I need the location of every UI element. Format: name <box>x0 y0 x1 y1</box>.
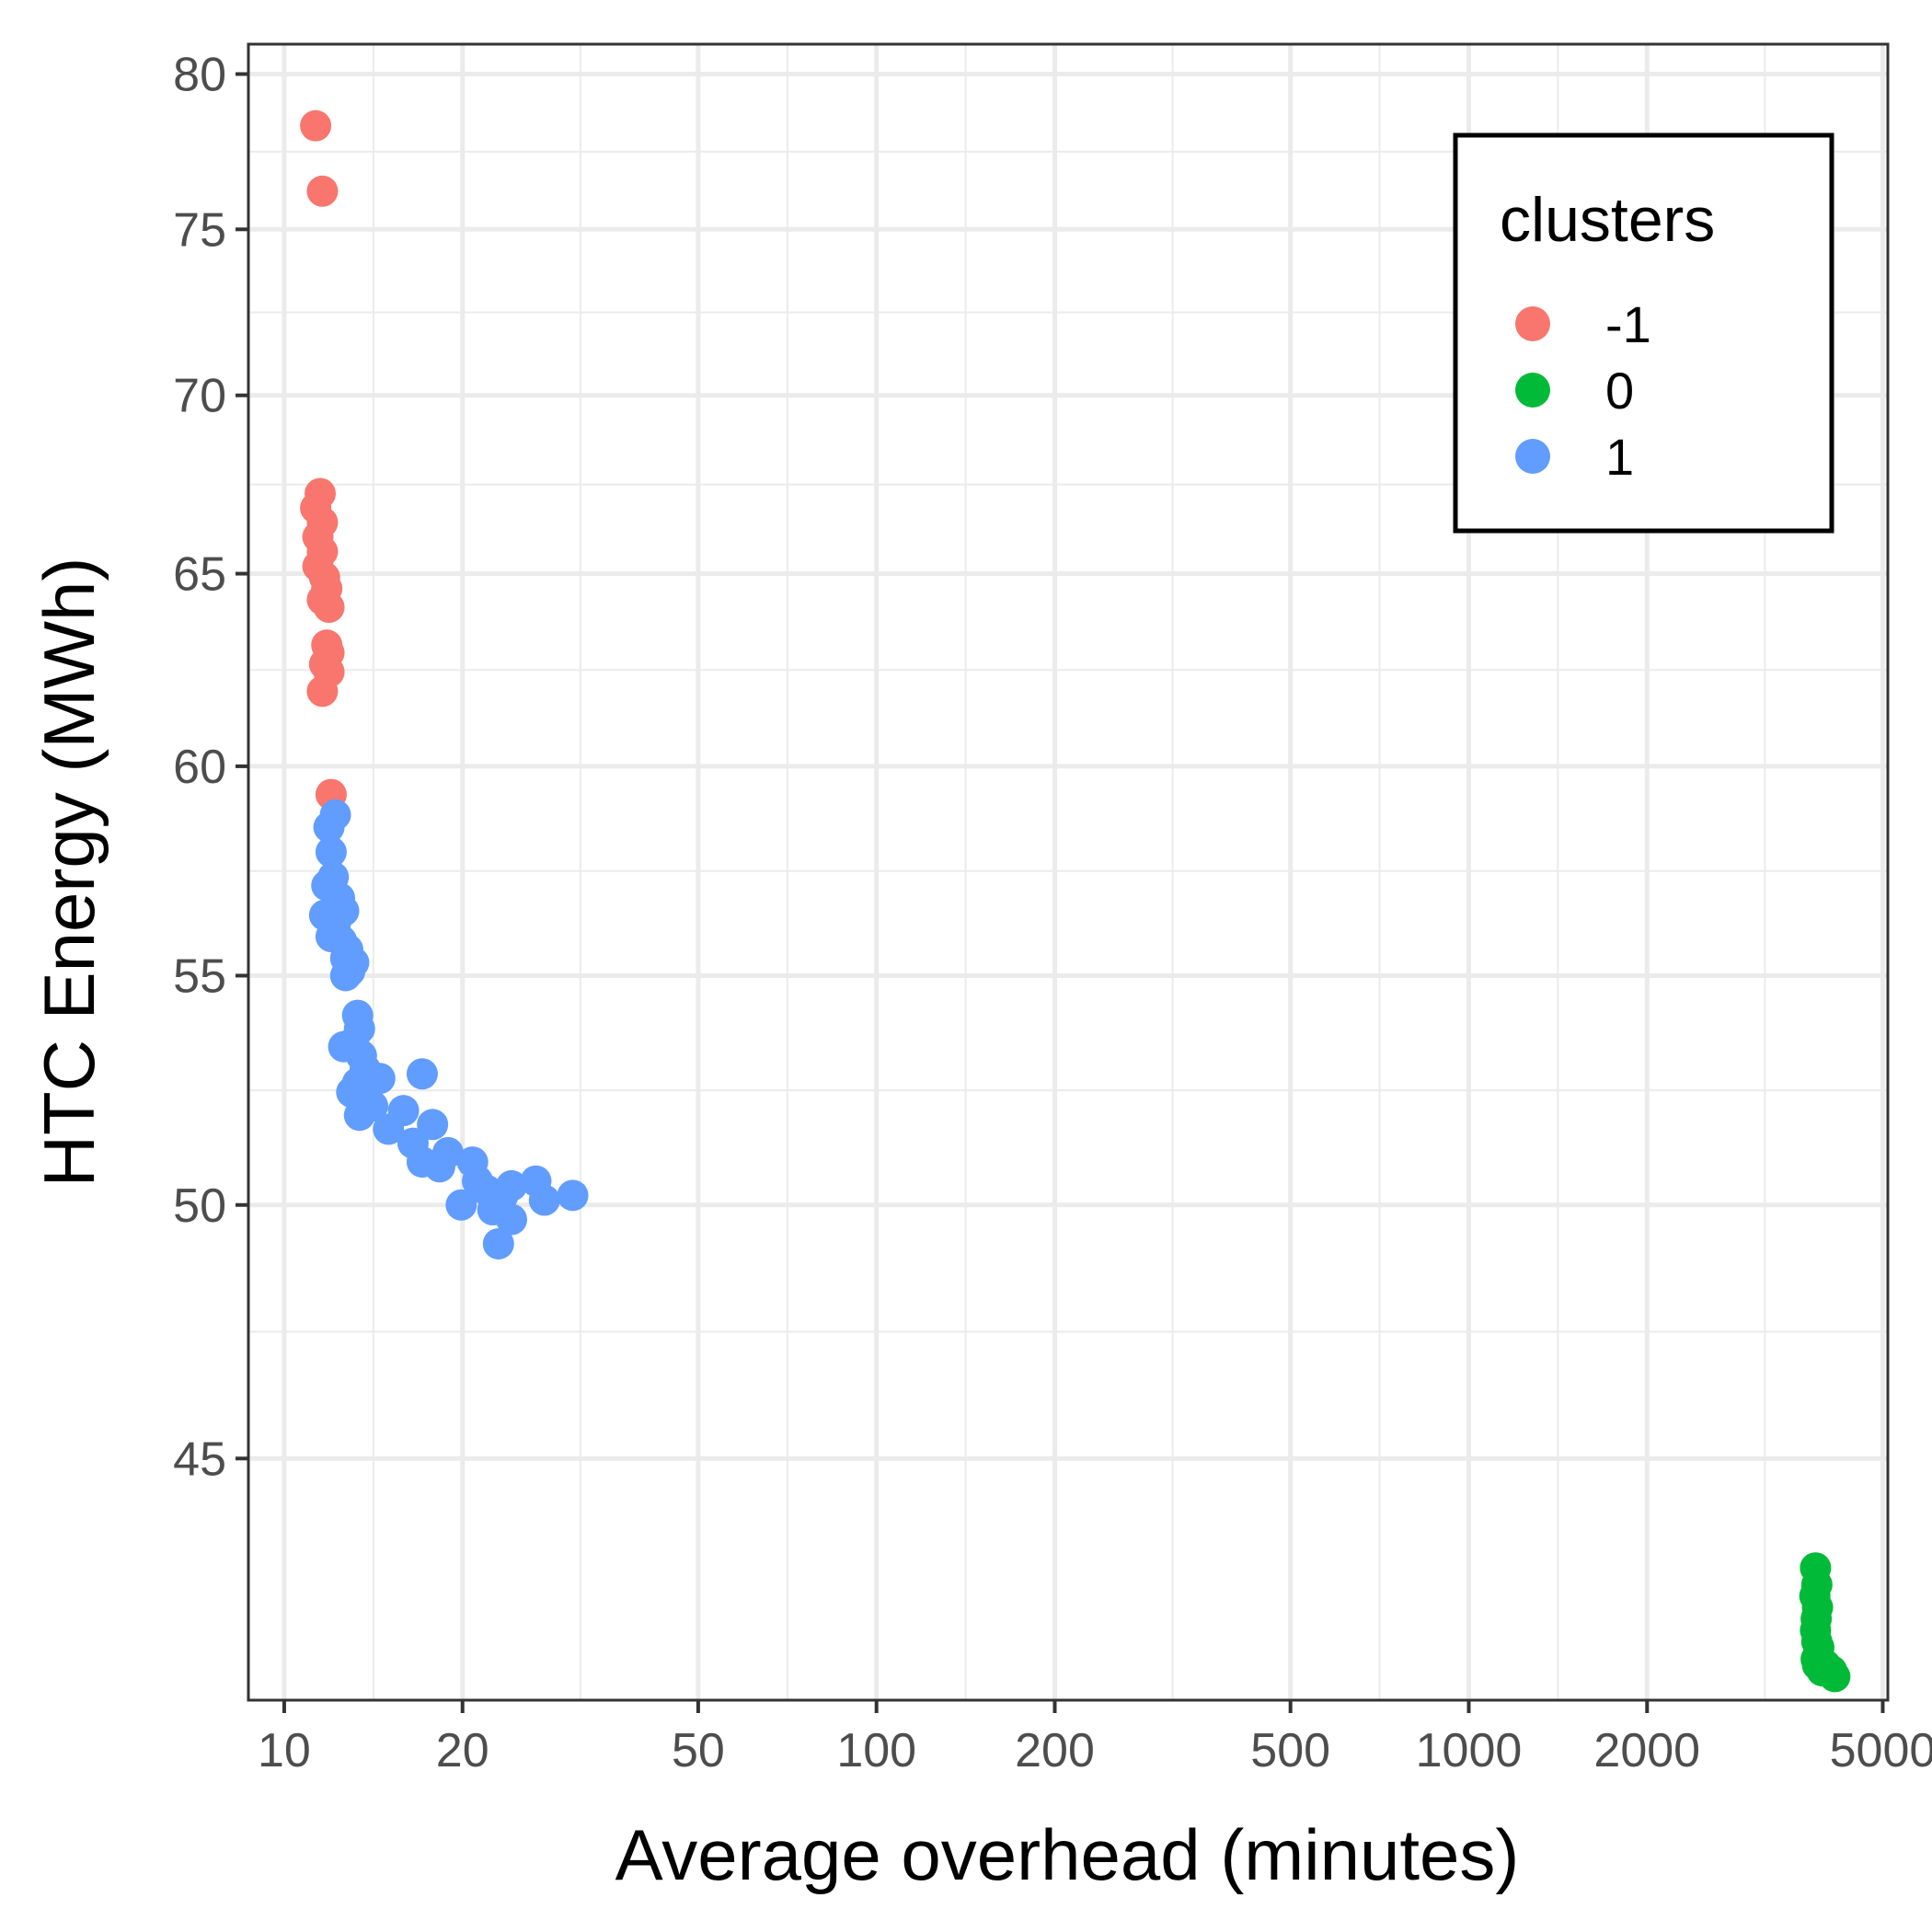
y-tick-label: 50 <box>173 1179 226 1233</box>
data-point <box>306 675 339 707</box>
data-point <box>306 175 339 207</box>
data-point <box>1819 1661 1851 1693</box>
legend-items: -1 0 1 <box>1515 295 1651 486</box>
data-point <box>329 960 362 992</box>
data-point <box>445 1189 477 1221</box>
legend-key <box>1515 306 1550 341</box>
data-point <box>315 836 347 868</box>
x-tick-label: 500 <box>1250 1724 1330 1777</box>
data-point <box>482 1227 514 1259</box>
legend-title: clusters <box>1500 185 1715 255</box>
data-point <box>313 811 345 844</box>
legend-key <box>1515 373 1550 408</box>
x-tick-label: 10 <box>258 1724 311 1777</box>
data-points <box>300 109 1851 1693</box>
legend-label: -1 <box>1605 295 1651 353</box>
data-point <box>431 1136 464 1168</box>
y-tick-label: 80 <box>173 48 226 101</box>
y-tick-label: 55 <box>173 949 226 1003</box>
data-point <box>406 1058 438 1090</box>
x-tick-label: 50 <box>672 1724 725 1777</box>
plot-panel-border <box>247 42 1890 1702</box>
y-tick-label: 45 <box>173 1432 226 1486</box>
legend-label: 0 <box>1605 362 1634 420</box>
x-tick-label: 100 <box>836 1724 916 1777</box>
x-axis-title: Average overhead (minutes) <box>615 1814 1520 1895</box>
legend-label: 1 <box>1605 428 1634 486</box>
x-tick-label: 5000 <box>1830 1724 1932 1777</box>
data-point <box>313 592 345 624</box>
data-point <box>557 1179 589 1212</box>
data-point <box>528 1184 560 1216</box>
data-point <box>496 1203 528 1236</box>
legend: clusters -1 0 1 <box>1453 132 1834 534</box>
x-axis: 10 20 50 100 200 500 1000 2000 5000 <box>258 1700 1932 1777</box>
y-axis-title: HTC Energy (MWh) <box>29 558 109 1188</box>
x-tick-label: 20 <box>436 1724 489 1777</box>
data-point <box>496 1169 528 1202</box>
x-tick-label: 1000 <box>1416 1724 1523 1777</box>
y-tick-label: 70 <box>173 370 226 423</box>
x-tick-label: 200 <box>1015 1724 1095 1777</box>
grid-major <box>248 44 1888 1700</box>
y-tick-label: 65 <box>173 548 226 602</box>
y-axis: 45 50 55 60 65 70 75 80 <box>173 48 248 1486</box>
y-tick-label: 60 <box>173 741 226 794</box>
legend-key <box>1515 439 1550 474</box>
data-point <box>417 1109 449 1141</box>
data-point <box>343 1099 375 1132</box>
data-point <box>373 1113 405 1145</box>
y-tick-label: 75 <box>173 203 226 257</box>
data-point <box>300 109 332 142</box>
x-tick-label: 2000 <box>1593 1724 1700 1777</box>
